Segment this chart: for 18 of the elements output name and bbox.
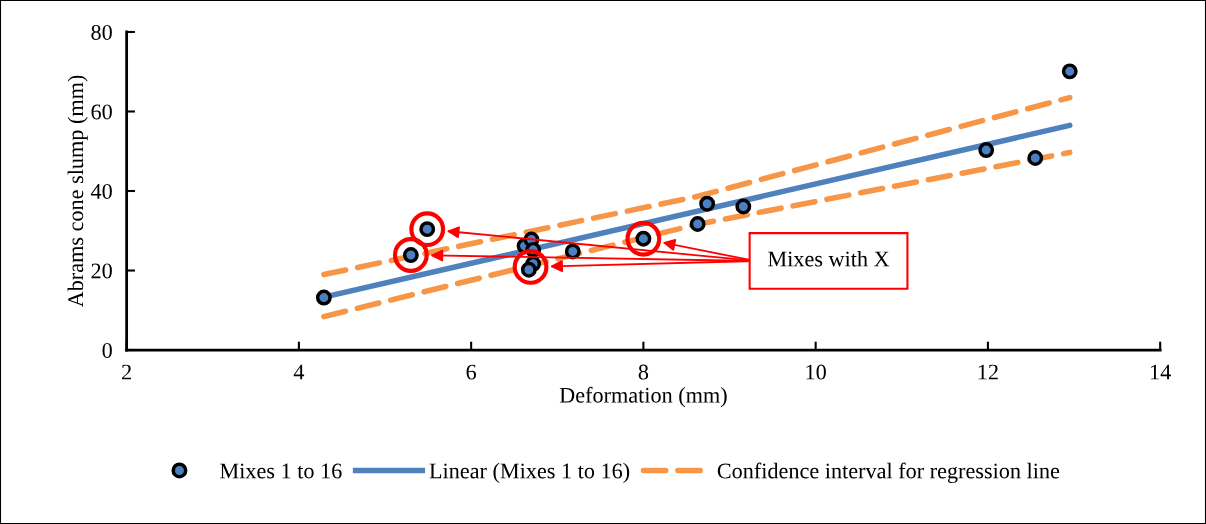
x-tick-label: 12 <box>978 364 998 380</box>
x-tick-label: 2 <box>122 364 131 380</box>
y-tick-label: 60 <box>91 104 112 120</box>
y-axis-title: Abrams cone slump (mm) <box>67 75 88 308</box>
y-tick-label: 0 <box>102 342 112 358</box>
legend-label: Confidence interval for regression line <box>717 462 1060 484</box>
x-tick-label: 4 <box>293 364 305 380</box>
y-tick-label: 20 <box>91 263 112 279</box>
x-tick-label: 6 <box>466 364 477 380</box>
x-tick-label: 14 <box>1151 364 1171 380</box>
y-tick-label: 40 <box>90 183 112 199</box>
legend-label: Linear (Mixes 1 to 16) <box>429 462 630 483</box>
legend-label: Mixes 1 to 16 <box>220 463 342 479</box>
legend-label: Mixes with X <box>768 250 890 267</box>
x-tick-label: 10 <box>806 364 826 380</box>
x-axis-title: Deformation (mm) <box>559 386 727 408</box>
x-tick-label: 8 <box>638 364 649 380</box>
y-tick-label: 80 <box>91 24 112 40</box>
